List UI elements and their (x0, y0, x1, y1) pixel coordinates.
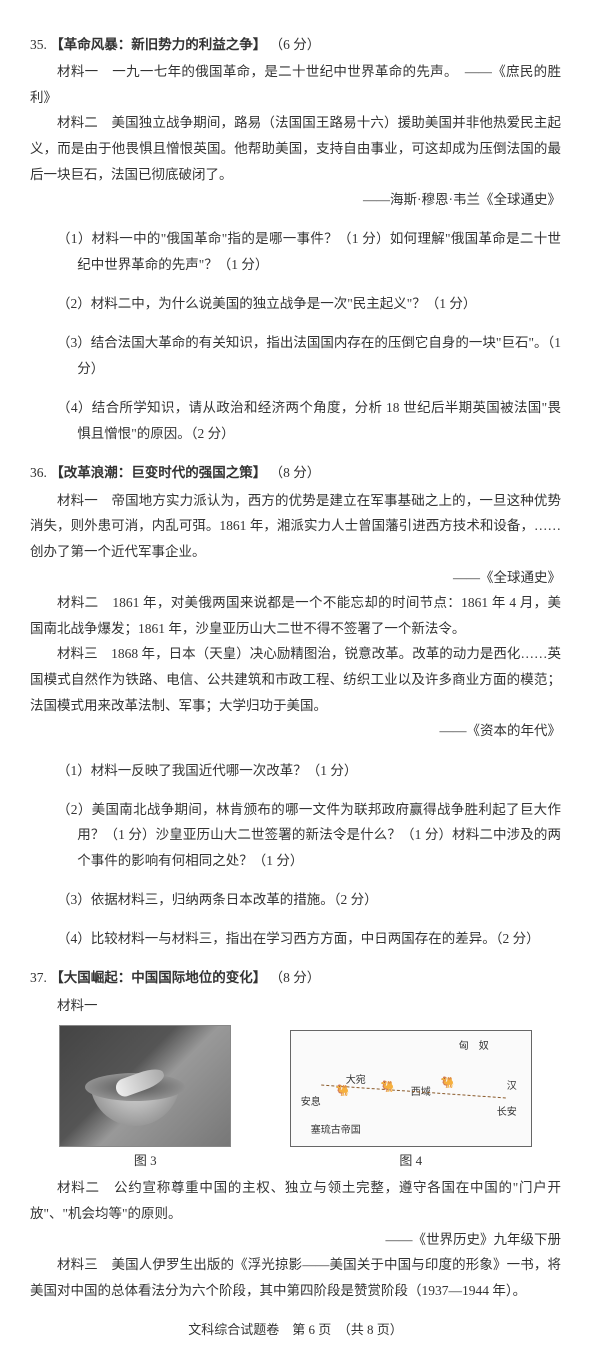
question-37: 37. 【大国崛起：中国国际地位的变化】 （8 分） 材料一 图 3 匈 奴 大… (30, 965, 561, 1303)
map-label-seleucid: 塞琉古帝国 (311, 1121, 361, 1140)
q35-heading: 【革命风暴：新旧势力的利益之争】 (50, 37, 266, 52)
camel-icon: 🐫 (441, 1073, 455, 1094)
figure-4: 匈 奴 大宛 汉 长安 西域 塞琉古帝国 安息 🐫 🐫 🐫 图 4 (290, 1030, 532, 1174)
figure-row: 图 3 匈 奴 大宛 汉 长安 西域 塞琉古帝国 安息 🐫 🐫 🐫 图 4 (30, 1025, 561, 1174)
map-label-changan: 长安 (497, 1103, 517, 1122)
exam-page: 35. 【革命风暴：新旧势力的利益之争】 （6 分） 材料一 一九一七年的俄国革… (0, 0, 591, 1358)
q37-points: （8 分） (270, 970, 321, 985)
q37-material2: 材料二 公约宣称尊重中国的主权、独立与领土完整，遵守各国在中国的"门户开放"、"… (30, 1175, 561, 1226)
q35-material2-source: ——海斯·穆恩·韦兰《全球通史》 (30, 187, 561, 213)
q37-heading: 【大国崛起：中国国际地位的变化】 (50, 970, 266, 985)
q36-sub4: （4）比较材料一与材料三，指出在学习西方方面，中日两国存在的差异。（2 分） (50, 926, 561, 952)
figure-3-image (59, 1025, 231, 1147)
q35-points: （6 分） (270, 37, 321, 52)
q35-material1: 材料一 一九一七年的俄国革命，是二十世纪中世界革命的先声。 ——《庶民的胜利》 (30, 59, 561, 110)
q36-material3: 材料三 1868 年，日本（天皇）决心励精图治，锐意改革。改革的动力是西化……英… (30, 641, 561, 718)
map-label-anxi: 安息 (301, 1093, 321, 1112)
q37-material3: 材料三 美国人伊罗生出版的《浮光掠影——美国关于中国与印度的形象》一书，将美国对… (30, 1252, 561, 1303)
q35-sub3: （3）结合法国大革命的有关知识，指出法国国内存在的压倒它自身的一块"巨石"。（1… (50, 330, 561, 381)
q36-material2: 材料二 1861 年，对美俄两国来说都是一个不能忘却的时间节点：1861 年 4… (30, 590, 561, 641)
q36-material1-source: ——《全球通史》 (30, 565, 561, 591)
q37-material2-source: ——《世界历史》九年级下册 (30, 1227, 561, 1253)
map-label-han: 汉 (507, 1077, 517, 1096)
q35-sub2: （2）材料二中，为什么说美国的独立战争是一次"民主起义"？（1 分） (50, 291, 561, 317)
q35-sub4: （4）结合所学知识，请从政治和经济两个角度，分析 18 世纪后半期英国被法国"畏… (50, 395, 561, 446)
q36-heading: 【改革浪潮：巨变时代的强国之策】 (50, 465, 266, 480)
q36-sub2: （2）美国南北战争期间，林肯颁布的哪一文件为联邦政府赢得战争胜利起了巨大作用？（… (50, 797, 561, 874)
figure-3-caption: 图 3 (134, 1149, 157, 1174)
question-36: 36. 【改革浪潮：巨变时代的强国之策】 （8 分） 材料一 帝国地方实力派认为… (30, 460, 561, 952)
q36-sub1: （1）材料一反映了我国近代哪一次改革？（1 分） (50, 758, 561, 784)
q37-number: 37. (30, 970, 47, 985)
camel-icon: 🐫 (381, 1077, 395, 1098)
camel-icon: 🐫 (336, 1081, 350, 1102)
q36-number: 36. (30, 465, 47, 480)
q36-title: 36. 【改革浪潮：巨变时代的强国之策】 （8 分） (30, 460, 561, 486)
q36-material1: 材料一 帝国地方实力派认为，西方的优势是建立在军事基础之上的，一旦这种优势消失，… (30, 488, 561, 565)
map-label-xiongnu: 匈 奴 (459, 1037, 489, 1056)
q35-sub1: （1）材料一中的"俄国革命"指的是哪一事件？（1 分）如何理解"俄国革命是二十世… (50, 226, 561, 277)
q36-points: （8 分） (270, 465, 321, 480)
figure-4-image: 匈 奴 大宛 汉 长安 西域 塞琉古帝国 安息 🐫 🐫 🐫 (290, 1030, 532, 1147)
page-footer: 文科综合试题卷 第 6 页 （共 8 页） (30, 1318, 561, 1343)
figure-4-caption: 图 4 (399, 1149, 422, 1174)
question-35: 35. 【革命风暴：新旧势力的利益之争】 （6 分） 材料一 一九一七年的俄国革… (30, 32, 561, 447)
q36-material3-source: ——《资本的年代》 (30, 718, 561, 744)
q35-number: 35. (30, 37, 47, 52)
q35-material2: 材料二 美国独立战争期间，路易（法国国王路易十六）援助美国并非他热爱民主起义，而… (30, 110, 561, 187)
q36-sub3: （3）依据材料三，归纳两条日本改革的措施。（2 分） (50, 887, 561, 913)
figure-3: 图 3 (59, 1025, 231, 1174)
q37-material1-label: 材料一 (30, 993, 561, 1019)
q35-title: 35. 【革命风暴：新旧势力的利益之争】 （6 分） (30, 32, 561, 58)
q37-title: 37. 【大国崛起：中国国际地位的变化】 （8 分） (30, 965, 561, 991)
